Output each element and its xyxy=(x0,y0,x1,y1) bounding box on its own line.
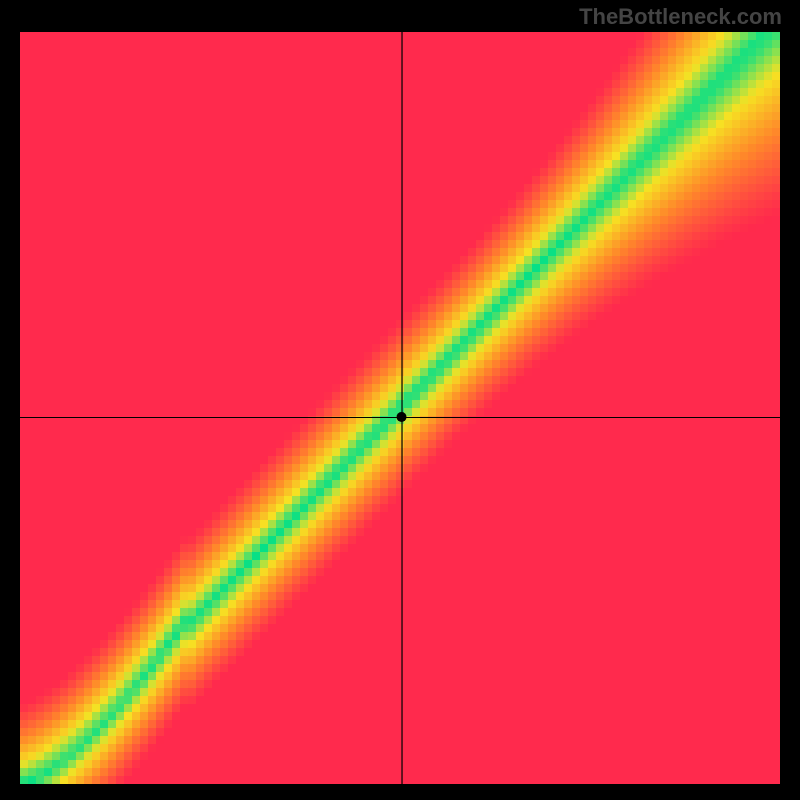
heatmap-canvas xyxy=(0,0,800,800)
chart-container: TheBottleneck.com xyxy=(0,0,800,800)
heatmap-canvas-wrap xyxy=(0,0,800,800)
watermark-text: TheBottleneck.com xyxy=(579,4,782,30)
